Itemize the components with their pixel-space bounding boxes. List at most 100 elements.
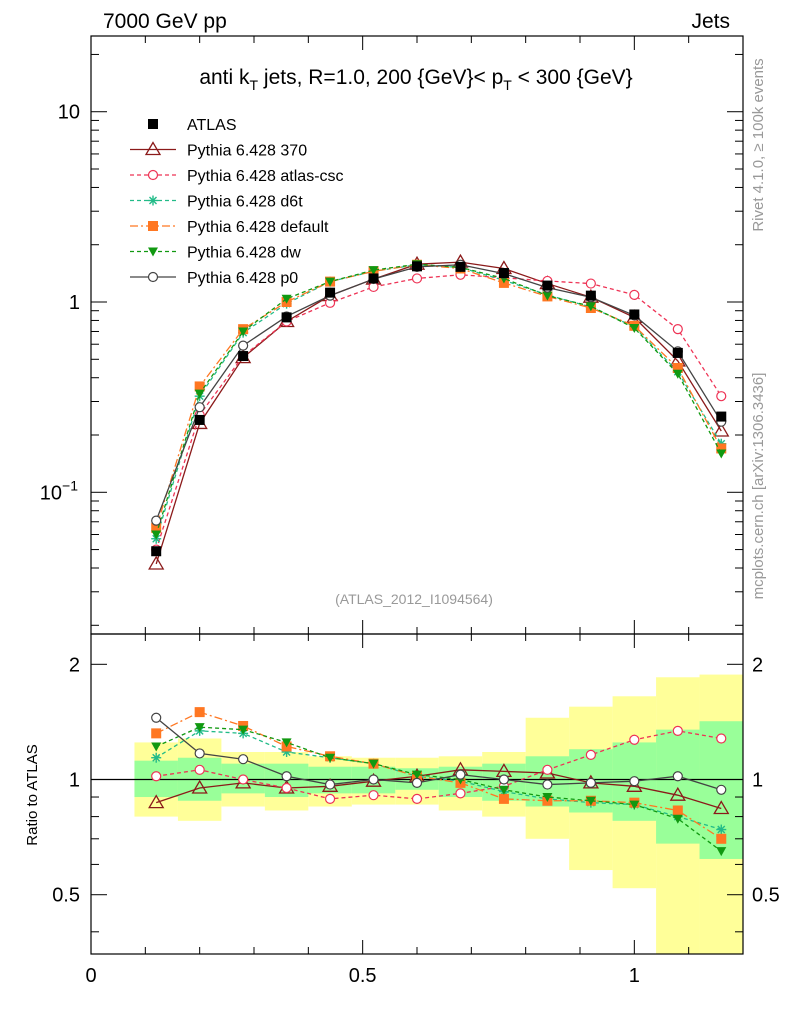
ratio-point-4 bbox=[672, 805, 683, 816]
legend-marker-5 bbox=[148, 247, 158, 257]
main-line-5 bbox=[155, 263, 722, 535]
legend-label-3: Pythia 6.428 d6t bbox=[187, 194, 303, 211]
ratio-point-6 bbox=[585, 777, 596, 788]
main-point-0 bbox=[455, 261, 466, 272]
ratio-point-1 bbox=[669, 786, 686, 801]
ratio-ylabel: Ratio to ATLAS bbox=[24, 744, 41, 845]
ratio-point-5 bbox=[542, 793, 553, 803]
ratio-point-2 bbox=[585, 749, 596, 760]
ratio-line-5 bbox=[155, 726, 722, 852]
main-point-1 bbox=[148, 555, 165, 570]
ratio-point-1 bbox=[191, 779, 208, 794]
ratio-point-5 bbox=[281, 738, 292, 748]
main-point-6 bbox=[238, 340, 249, 351]
legend-marker-0 bbox=[148, 119, 158, 129]
ratio-point-6 bbox=[455, 769, 466, 780]
ratio-point-2 bbox=[542, 764, 553, 775]
star-stroke bbox=[717, 825, 726, 834]
main-point-0 bbox=[585, 290, 596, 301]
main-point-5 bbox=[368, 266, 379, 276]
main-point-6 bbox=[151, 515, 162, 526]
main-point-0 bbox=[151, 546, 162, 557]
main-point-4 bbox=[672, 362, 683, 373]
ratio-point-6 bbox=[672, 771, 683, 782]
ratio-point-5 bbox=[368, 759, 379, 769]
ratio-point-2 bbox=[455, 788, 466, 799]
ratio-point-4 bbox=[151, 728, 162, 739]
ratio-point-5 bbox=[716, 847, 727, 857]
ratio-line-1 bbox=[155, 769, 722, 810]
star-stroke bbox=[152, 753, 161, 762]
legend-marker-1 bbox=[144, 141, 162, 156]
ratio-point-4 bbox=[716, 833, 727, 844]
legend-marker-4 bbox=[148, 221, 158, 231]
ratio-point-5 bbox=[672, 814, 683, 824]
main-point-1 bbox=[713, 422, 730, 437]
main-point-0 bbox=[368, 273, 379, 284]
ratio-point-6 bbox=[238, 754, 249, 765]
ratio-point-2 bbox=[411, 793, 423, 804]
ratio-point-6 bbox=[151, 712, 162, 723]
y-tick-label: 10 bbox=[58, 102, 80, 124]
ratio-point-2 bbox=[629, 734, 640, 745]
main-line-1 bbox=[155, 261, 722, 565]
ratio-point-2 bbox=[368, 790, 379, 801]
main-point-0 bbox=[194, 414, 205, 425]
ratio-point-5 bbox=[629, 800, 640, 810]
main-point-0 bbox=[412, 261, 422, 272]
main-point-5 bbox=[672, 369, 683, 379]
legend: ATLAS Pythia 6.428 370 Pythia 6.428 atlas-… bbox=[130, 117, 344, 287]
ratio-point-5 bbox=[151, 742, 162, 752]
ratio-point-4 bbox=[498, 793, 509, 804]
ratio-y-tick-label-right: 2 bbox=[752, 654, 763, 676]
main-point-6 bbox=[194, 402, 205, 413]
x-tick-label: 1 bbox=[629, 965, 640, 987]
mcplots-label: mcplots.cern.ch [arXiv:1306.3436] bbox=[750, 373, 767, 600]
star-stroke bbox=[149, 196, 157, 205]
main-point-5 bbox=[151, 530, 162, 540]
ratio-series-group bbox=[148, 707, 730, 857]
main-point-0 bbox=[238, 351, 249, 362]
main-point-4 bbox=[151, 522, 162, 533]
legend-label-0: ATLAS bbox=[187, 117, 237, 134]
main-point-2 bbox=[585, 278, 596, 289]
ratio-point-5 bbox=[585, 796, 596, 806]
ratio-point-6 bbox=[324, 779, 336, 790]
main-point-5 bbox=[716, 449, 727, 459]
ratio-point-5 bbox=[238, 725, 249, 735]
ratio-point-5 bbox=[412, 770, 422, 780]
main-point-0 bbox=[542, 280, 553, 291]
main-point-5 bbox=[238, 327, 249, 337]
main-point-5 bbox=[585, 302, 596, 312]
legend-marker-6 bbox=[147, 271, 159, 283]
ratio-point-6 bbox=[716, 784, 727, 795]
analysis-watermark: (ATLAS_2012_I1094564) bbox=[335, 591, 493, 607]
main-point-2 bbox=[629, 289, 640, 300]
ratio-point-3 bbox=[716, 824, 727, 835]
rivet-label: Rivet 4.1.0, ≥ 100k events bbox=[750, 58, 767, 231]
ratio-point-2 bbox=[238, 774, 249, 785]
ratio-point-6 bbox=[281, 771, 292, 782]
ratio-point-2 bbox=[281, 782, 292, 794]
ratio-point-1 bbox=[626, 778, 643, 792]
x-tick-label: 0 bbox=[85, 965, 96, 987]
ratio-point-6 bbox=[498, 774, 510, 785]
legend-label-2: Pythia 6.428 atlas-csc bbox=[187, 168, 344, 185]
ratio-point-6 bbox=[368, 774, 379, 785]
ratio-line-4 bbox=[155, 711, 722, 840]
ratio-point-6 bbox=[411, 777, 423, 788]
header-right: Jets bbox=[691, 10, 730, 33]
main-point-0 bbox=[629, 309, 640, 320]
x-tick-label: 0.5 bbox=[349, 965, 377, 987]
main-point-5 bbox=[281, 294, 292, 304]
y-tick-label: 1 bbox=[69, 292, 80, 314]
main-line-6 bbox=[155, 264, 722, 521]
main-line-4 bbox=[155, 264, 722, 529]
ratio-point-2 bbox=[194, 764, 205, 775]
ratio-y-tick-label: 0.5 bbox=[52, 885, 80, 907]
ratio-point-4 bbox=[194, 707, 205, 718]
ratio-point-6 bbox=[542, 779, 553, 790]
main-point-4 bbox=[194, 381, 205, 392]
ratio-point-6 bbox=[194, 748, 205, 759]
main-point-2 bbox=[411, 273, 423, 284]
